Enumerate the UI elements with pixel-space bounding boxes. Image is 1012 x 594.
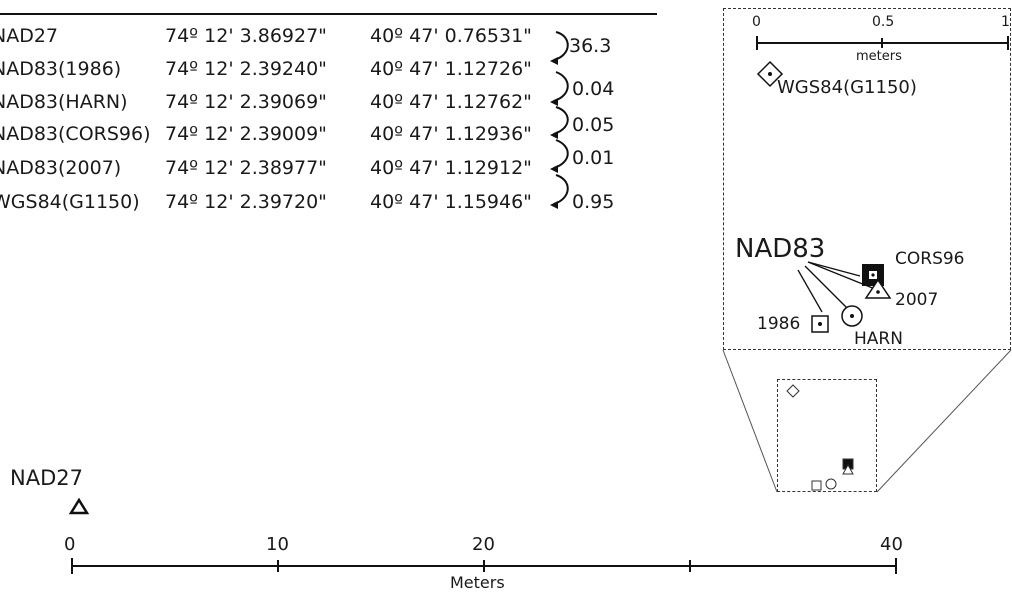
cors96-label: CORS96 [895, 249, 965, 269]
shift-value: 0.95 [572, 191, 615, 213]
nad27-triangle-symbol [68, 497, 90, 515]
shift-value: 0.01 [572, 147, 615, 169]
zoom-connector [876, 349, 1012, 493]
longitude-value: 74º 12' 2.38977" [165, 157, 327, 179]
latitude-value: 40º 47' 1.12936" [370, 123, 532, 145]
leader-line [807, 261, 861, 277]
nad83-2007-triangle-symbol [864, 278, 892, 299]
shift-arrow [553, 71, 569, 102]
latitude-value: 40º 47' 1.15946" [370, 191, 532, 213]
shift-value: 36.3 [569, 35, 612, 57]
overview-symbols [786, 384, 854, 491]
datum-label: NAD83(HARN) [0, 91, 128, 113]
inset-scale-tick: 0.5 [872, 14, 895, 30]
nad83-harn-circle-symbol [841, 305, 863, 327]
longitude-value: 74º 12' 2.39069" [165, 91, 327, 113]
arrow-head [550, 201, 558, 209]
datum-label: NAD83(CORS96) [0, 123, 151, 145]
nad83-1986-square-symbol [811, 315, 829, 333]
inset-scale-tick: 1 [1001, 14, 1010, 30]
main-scale-tick: 20 [472, 534, 495, 555]
main-scale-tick: 0 [64, 534, 76, 555]
latitude-value: 40º 47' 1.12762" [370, 91, 532, 113]
latitude-value: 40º 47' 0.76531" [370, 25, 532, 47]
wgs84-label: WGS84(G1150) [777, 77, 917, 98]
datum-label: NAD83(2007) [0, 157, 122, 179]
arrow-head [550, 131, 558, 139]
table-header-rule [0, 13, 657, 15]
longitude-value: 74º 12' 2.39720" [165, 191, 327, 213]
arrow-head [550, 165, 558, 173]
shift-arrow [553, 139, 569, 169]
shift-arrow [553, 174, 569, 205]
main-scale-tick: 10 [266, 534, 289, 555]
leader-line [797, 269, 823, 313]
main-scale-unit: Meters [450, 573, 505, 592]
longitude-value: 74º 12' 2.39240" [165, 58, 327, 80]
datum-label: WGS84(G1150) [0, 191, 140, 213]
wgs84-diamond-symbol [756, 60, 784, 88]
datum-label: NAD83(1986) [0, 58, 122, 80]
nad83-label: NAD83 [735, 234, 826, 264]
shift-arrow [553, 31, 569, 61]
zoom-connector [722, 349, 778, 493]
inset-scale-unit: meters [856, 49, 902, 64]
latitude-value: 40º 47' 1.12726" [370, 58, 532, 80]
datum-label: NAD27 [0, 25, 59, 47]
arrow-head [550, 98, 558, 106]
main-scale-tick: 40 [880, 534, 903, 555]
nad27-label: NAD27 [10, 466, 83, 490]
leader-line [804, 265, 849, 310]
latitude-value: 40º 47' 1.12912" [370, 157, 532, 179]
longitude-value: 74º 12' 2.39009" [165, 123, 327, 145]
overview-box [777, 379, 877, 492]
nad83-2007-label: 2007 [895, 290, 939, 310]
longitude-value: 74º 12' 3.86927" [165, 25, 327, 47]
nad83-1986-label: 1986 [757, 314, 801, 334]
shift-value: 0.05 [572, 114, 615, 136]
arrow-head [550, 57, 558, 65]
shift-arrow [553, 106, 569, 135]
shift-value: 0.04 [572, 78, 615, 100]
inset-scale-tick: 0 [752, 14, 761, 30]
inset-detail-box [723, 8, 1011, 350]
nad83-harn-label: HARN [854, 329, 903, 349]
